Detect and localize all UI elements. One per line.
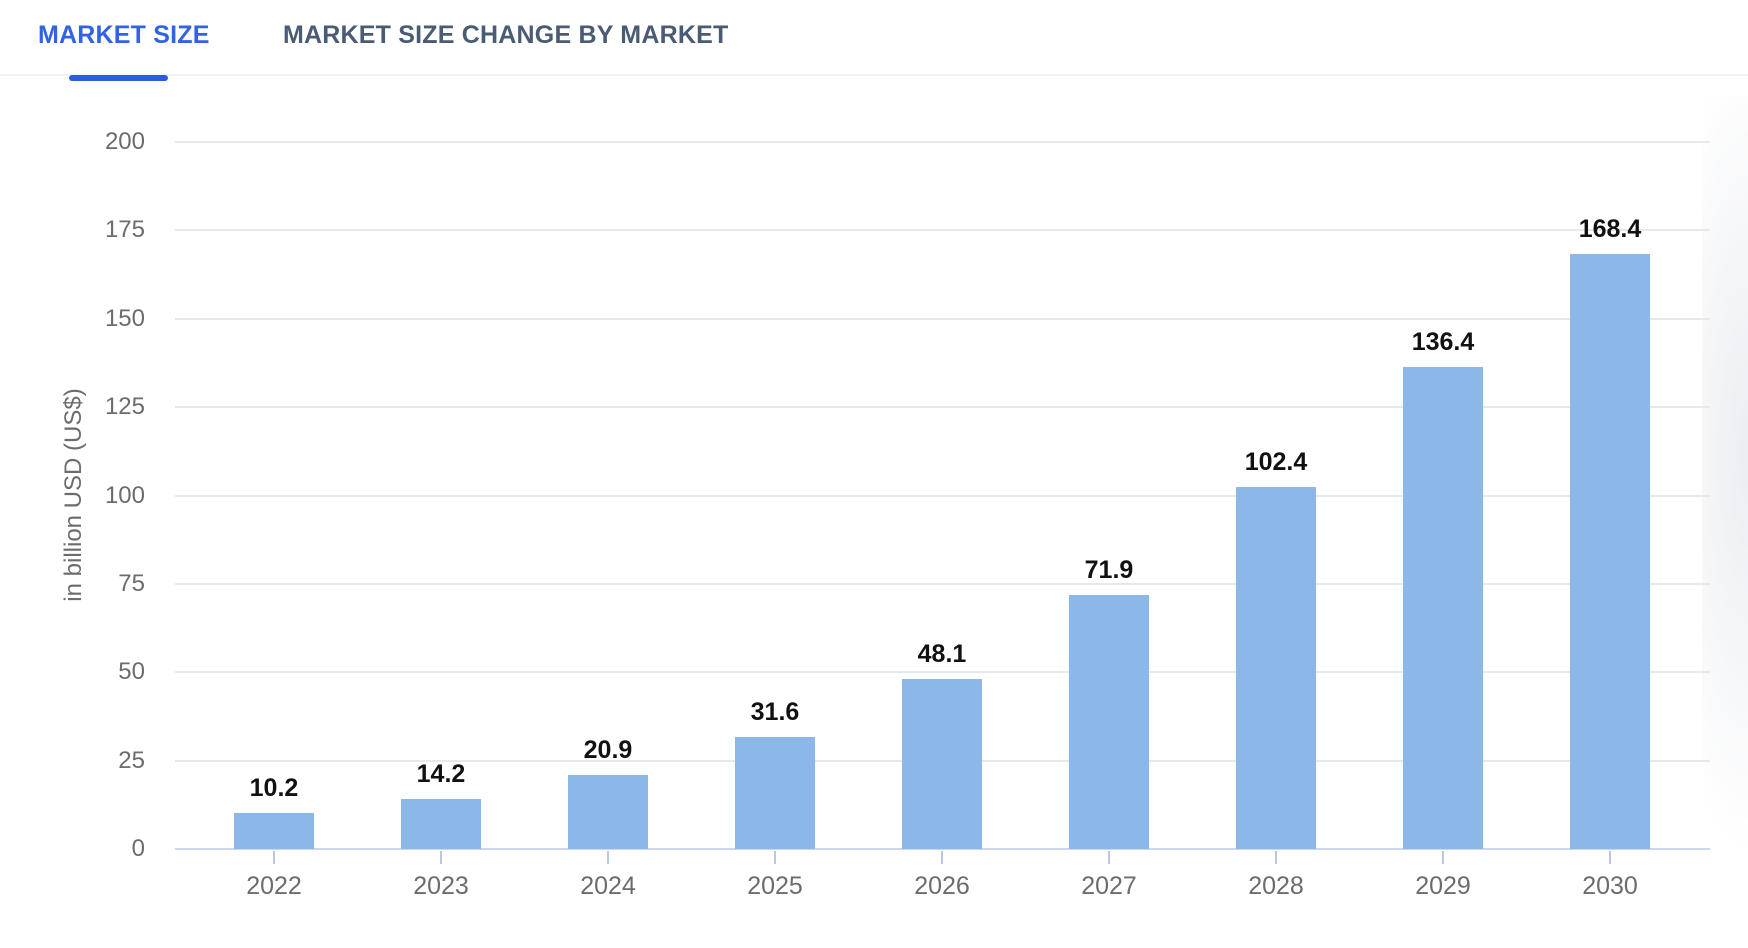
gridline: [175, 406, 1710, 409]
bar[interactable]: [1570, 253, 1650, 849]
bar-value-label: 136.4: [1411, 327, 1475, 356]
x-axis-tick-label: 2027: [1081, 872, 1137, 900]
x-axis-tick-label: 2030: [1582, 872, 1638, 900]
y-axis-tick-label: 175: [104, 216, 145, 244]
y-axis-tick-label: 25: [118, 746, 145, 774]
x-axis-tick: [1609, 851, 1611, 864]
bar[interactable]: [1403, 366, 1483, 849]
bar[interactable]: [1069, 594, 1149, 849]
bar-value-label: 168.4: [1578, 214, 1642, 243]
gridline: [175, 671, 1710, 674]
x-axis-tick: [273, 851, 275, 864]
x-axis-tick-label: 2025: [747, 872, 803, 900]
y-axis-tick-label: 125: [104, 393, 145, 421]
y-axis-tick-label: 100: [104, 481, 145, 509]
y-axis-tick-label: 50: [118, 658, 145, 686]
y-axis-tick-label: 150: [104, 304, 145, 332]
x-axis-tick-label: 2029: [1415, 872, 1471, 900]
x-axis-tick: [774, 851, 776, 864]
right-edge-shade: [1702, 95, 1748, 948]
bar[interactable]: [1236, 487, 1316, 849]
gridline: [175, 141, 1710, 143]
bar-value-label: 48.1: [917, 639, 967, 668]
active-tab-indicator: [69, 75, 168, 81]
bar-value-label: 20.9: [583, 736, 633, 765]
bar[interactable]: [401, 798, 481, 849]
bar-value-label: 14.2: [416, 759, 466, 788]
x-axis-tick: [1275, 851, 1277, 864]
x-axis-tick: [1442, 851, 1444, 864]
gridline: [175, 582, 1710, 585]
x-axis-tick: [941, 851, 943, 864]
gridline: [175, 229, 1710, 232]
x-axis-tick: [607, 851, 609, 864]
x-axis-tick-label: 2028: [1248, 872, 1304, 900]
gridline: [175, 317, 1710, 320]
y-axis-tick-label: 0: [131, 835, 145, 862]
bar[interactable]: [902, 678, 982, 849]
x-axis-line: [175, 848, 1710, 850]
tab-bar-divider: [0, 74, 1748, 76]
x-axis-tick-label: 2023: [413, 872, 469, 900]
x-axis-tick-label: 2026: [914, 872, 970, 900]
y-axis-tick-label: 200: [104, 128, 145, 155]
bar[interactable]: [568, 775, 648, 849]
y-axis-tick-label: 75: [118, 569, 145, 597]
bar[interactable]: [234, 812, 314, 849]
tab-bar: MARKET SIZE MARKET SIZE CHANGE BY MARKET: [0, 0, 1748, 82]
bar-value-label: 31.6: [750, 698, 800, 727]
x-axis-tick: [1108, 851, 1110, 864]
x-axis-tick-label: 2024: [580, 872, 636, 900]
bar-value-label: 71.9: [1084, 555, 1134, 584]
gridline: [175, 494, 1710, 497]
bar[interactable]: [735, 737, 815, 849]
bar-value-label: 102.4: [1244, 448, 1308, 477]
tab-market-size-change-by-market[interactable]: MARKET SIZE CHANGE BY MARKET: [283, 21, 729, 49]
tab-market-size[interactable]: MARKET SIZE: [38, 21, 210, 49]
bar-value-label: 10.2: [249, 773, 299, 802]
x-axis-tick: [440, 851, 442, 864]
x-axis-tick-label: 2022: [246, 872, 302, 900]
